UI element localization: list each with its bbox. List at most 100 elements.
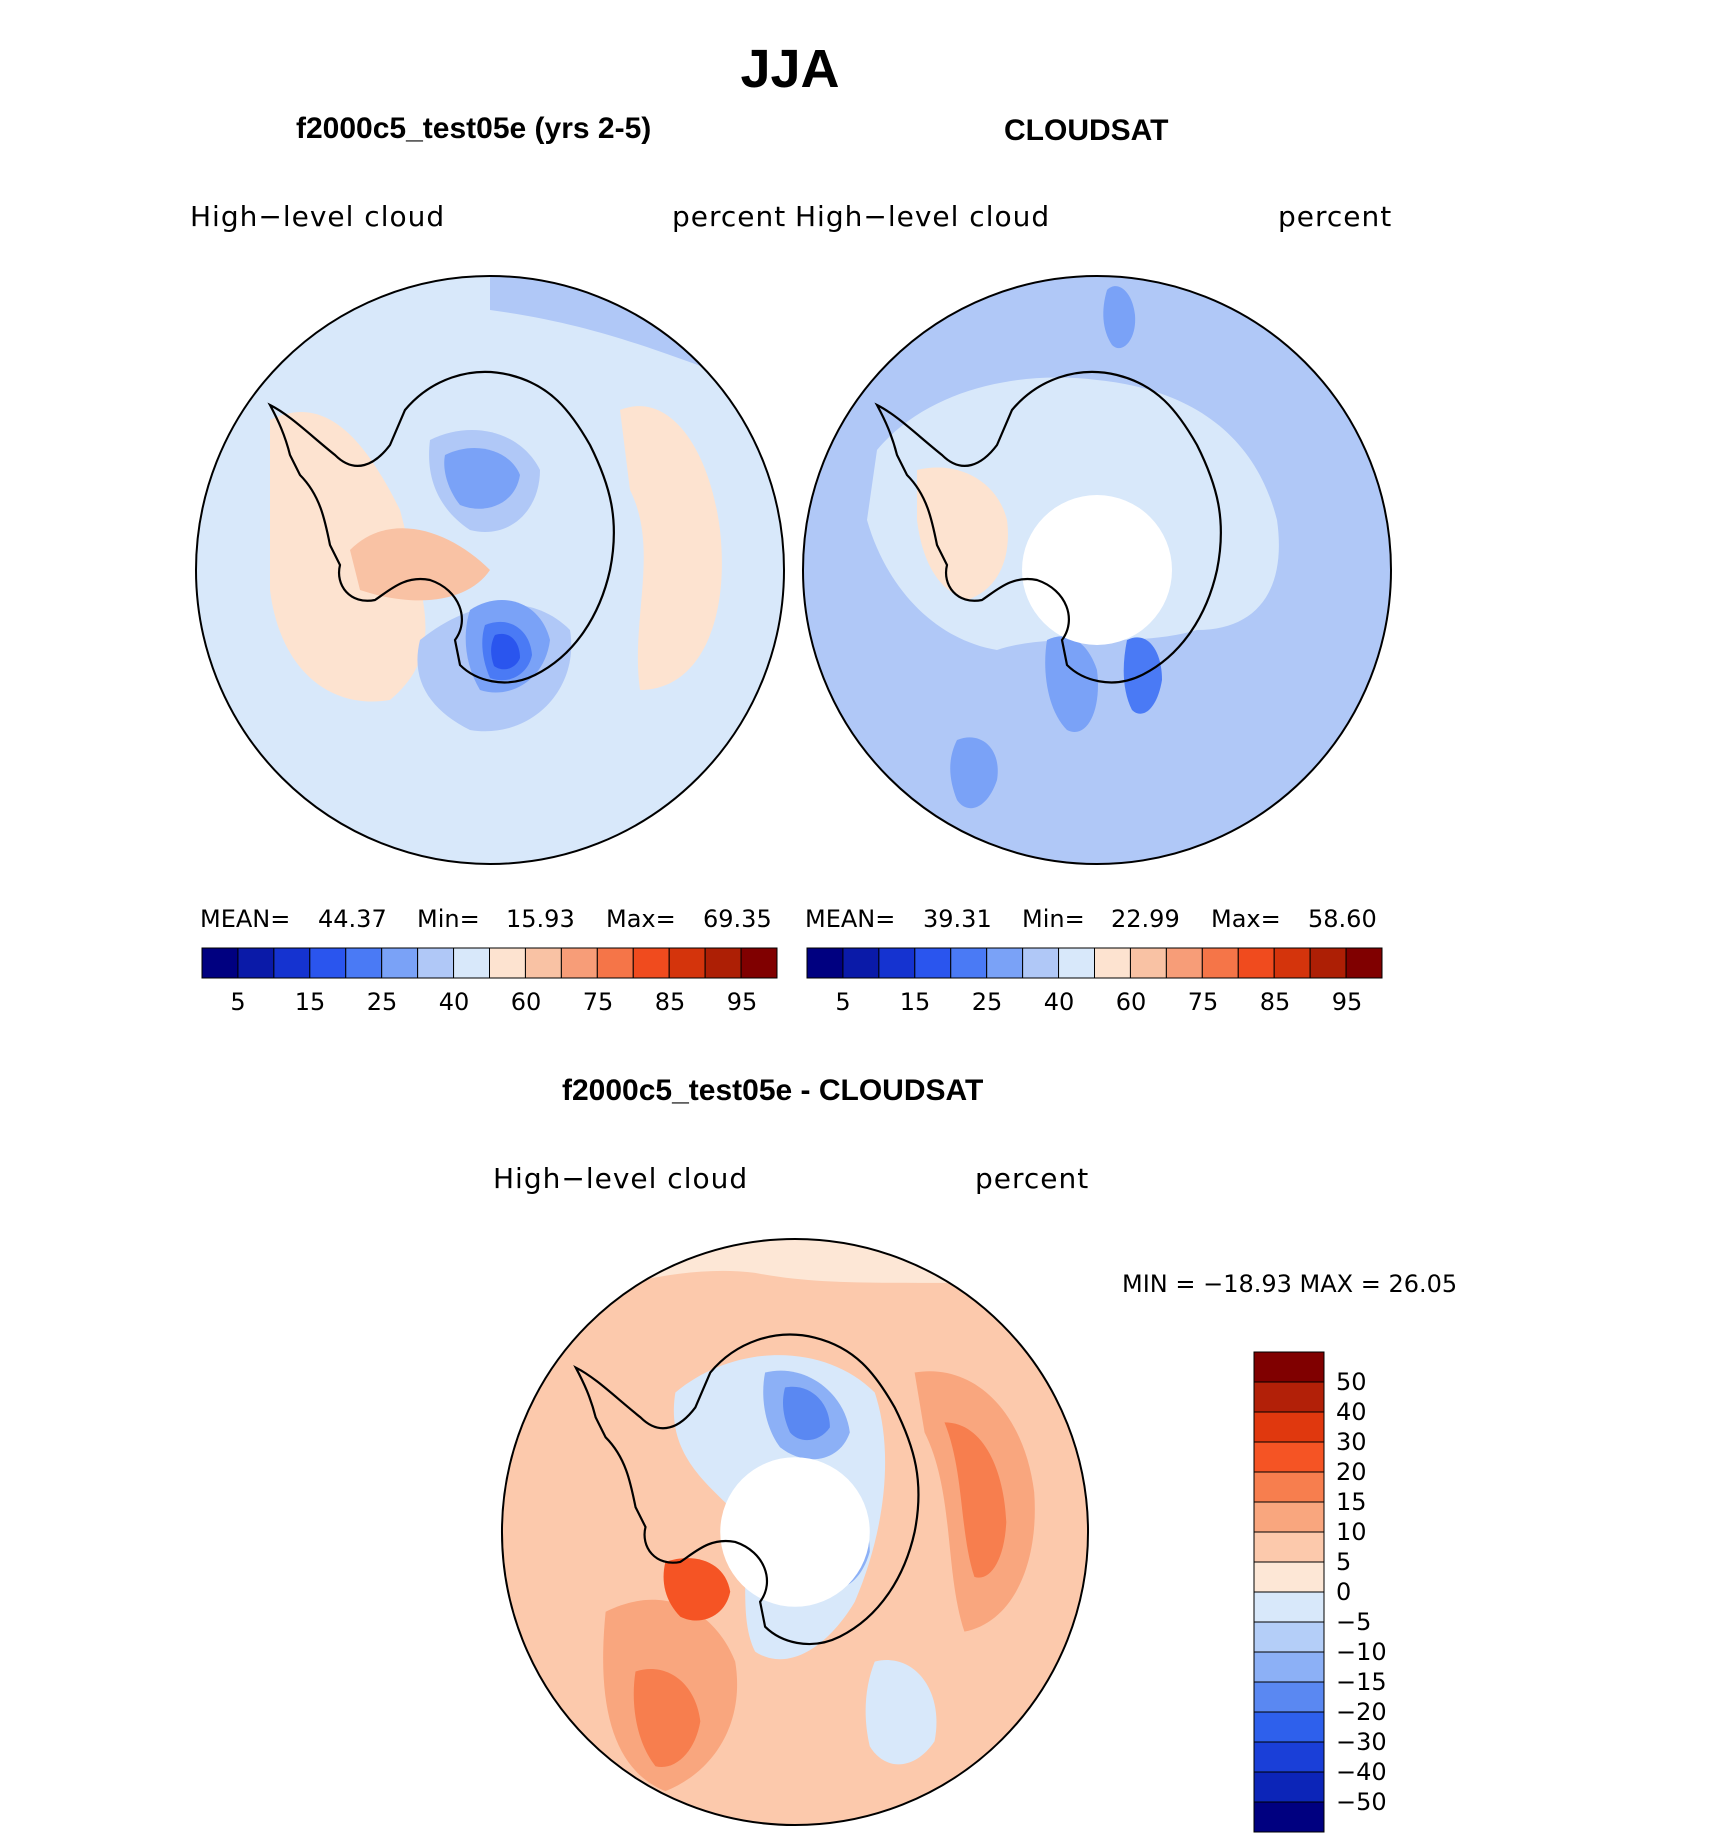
panel3-tick: 40: [1336, 1398, 1367, 1426]
colorbar-box: [524, 947, 562, 979]
colorbar-box: [1253, 1651, 1325, 1683]
panel3-map: [500, 1237, 1090, 1827]
colorbar-box: [1253, 1771, 1325, 1803]
panel3-contour-blue-north-inner: [783, 1386, 830, 1441]
panel3-tick: −20: [1336, 1698, 1387, 1726]
panel2-contour-blue-southwest: [950, 737, 998, 809]
panel1-max-label: Max=: [606, 905, 676, 933]
panel2-tick: 95: [1331, 988, 1363, 1016]
panel3-tick: −15: [1336, 1668, 1387, 1696]
panel2-min-value: 22.99: [1111, 905, 1180, 933]
panel1-map: [195, 275, 785, 865]
panel1-tick: 95: [726, 988, 758, 1016]
panel1-contour-peach-center: [350, 528, 490, 601]
panel1-mean-label: MEAN=: [200, 905, 291, 933]
panel2-map-border: [802, 275, 1392, 865]
colorbar-box: [309, 947, 347, 979]
colorbar-box: [1058, 947, 1095, 979]
colorbar-box: [1253, 1411, 1325, 1443]
panel3-title: f2000c5_test05e - CLOUDSAT: [562, 1074, 984, 1107]
colorbar-box: [1165, 947, 1203, 979]
panel1-colorbar: [201, 947, 778, 979]
panel3-tick: −40: [1336, 1758, 1387, 1786]
panel1-tick: 5: [230, 988, 246, 1016]
panel3-tick: −10: [1336, 1638, 1387, 1666]
panel2-max-value: 58.60: [1308, 905, 1377, 933]
panel1-tick: 15: [294, 988, 326, 1016]
panel2-mean-label: MEAN=: [805, 905, 896, 933]
panel2-contour-blue-south: [1045, 636, 1098, 732]
colorbar-box: [1253, 1801, 1325, 1833]
colorbar-box: [1253, 1591, 1325, 1623]
colorbar-box: [668, 947, 706, 979]
panel1-units-label: percent: [672, 200, 787, 233]
panel3-tick: 10: [1336, 1518, 1367, 1546]
colorbar-box: [1253, 1711, 1325, 1743]
colorbar-box: [740, 947, 778, 979]
colorbar-box: [704, 947, 742, 979]
panel2-colorbar: [806, 947, 1383, 979]
colorbar-box: [560, 947, 598, 979]
colorbar-box: [1237, 947, 1275, 979]
colorbar-box: [1253, 1351, 1325, 1383]
panel2-contour-peach-west: [917, 467, 1008, 600]
colorbar-box: [1253, 1471, 1325, 1503]
panel3-missing-data: [720, 1457, 870, 1607]
panel3-tick: −50: [1336, 1788, 1387, 1816]
panel3-colorbar: [1253, 1351, 1325, 1833]
colorbar-box: [1253, 1561, 1325, 1593]
colorbar-box: [345, 947, 383, 979]
panel2-tick: 40: [1043, 988, 1075, 1016]
colorbar-box: [1253, 1741, 1325, 1773]
panel3-contour-light-blue-southeast: [865, 1660, 937, 1765]
colorbar-box: [914, 947, 952, 979]
colorbar-box: [596, 947, 634, 979]
panel1-mean-value: 44.37: [318, 905, 387, 933]
panel3-tick: 15: [1336, 1488, 1367, 1516]
panel1-variable-label: High−level cloud: [190, 200, 446, 233]
colorbar-box: [1253, 1531, 1325, 1563]
colorbar-box: [1273, 947, 1311, 979]
panel1-min-label: Min=: [417, 905, 480, 933]
colorbar-box: [453, 947, 490, 979]
panel2-contour-blue-north: [1103, 286, 1136, 349]
panel2-missing-data: [1022, 495, 1172, 645]
panel1-tick: 40: [438, 988, 470, 1016]
colorbar-box: [1022, 947, 1060, 979]
colorbar-box: [878, 947, 916, 979]
colorbar-box: [1345, 947, 1383, 979]
panel1-contour-blue-upper-inner: [444, 447, 520, 509]
panel2-tick: 25: [971, 988, 1003, 1016]
panel2-min-label: Min=: [1022, 905, 1085, 933]
panel1-max-value: 69.35: [703, 905, 772, 933]
panel2-tick: 75: [1187, 988, 1219, 1016]
panel2-map: [802, 275, 1392, 865]
panel3-contour-strong-east: [944, 1422, 1007, 1578]
panel3-coastline: [573, 1333, 920, 1646]
colorbar-box: [1309, 947, 1347, 979]
colorbar-box: [1253, 1501, 1325, 1533]
colorbar-box: [1129, 947, 1167, 979]
panel3-tick: 50: [1336, 1368, 1367, 1396]
panel2-tick: 60: [1115, 988, 1147, 1016]
panel1-tick: 75: [582, 988, 614, 1016]
colorbar-box: [1253, 1381, 1325, 1413]
panel2-tick: 15: [899, 988, 931, 1016]
panel1-map-border: [195, 275, 785, 865]
colorbar-box: [1253, 1621, 1325, 1653]
panel2-max-label: Max=: [1211, 905, 1281, 933]
panel3-contour-strong-southwest: [633, 1668, 701, 1767]
colorbar-box: [950, 947, 988, 979]
panel2-variable-label: High−level cloud: [795, 200, 1051, 233]
panel1-min-value: 15.93: [506, 905, 575, 933]
colorbar-box: [1094, 947, 1131, 979]
panel3-units-label: percent: [975, 1162, 1090, 1195]
panel3-tick: 30: [1336, 1428, 1367, 1456]
panel3-tick: 0: [1336, 1578, 1352, 1606]
panel2-title: CLOUDSAT: [1004, 114, 1169, 147]
panel2-tick: 85: [1259, 988, 1291, 1016]
colorbar-box: [489, 947, 526, 979]
colorbar-box: [806, 947, 844, 979]
colorbar-box: [381, 947, 419, 979]
panel3-tick: 20: [1336, 1458, 1367, 1486]
